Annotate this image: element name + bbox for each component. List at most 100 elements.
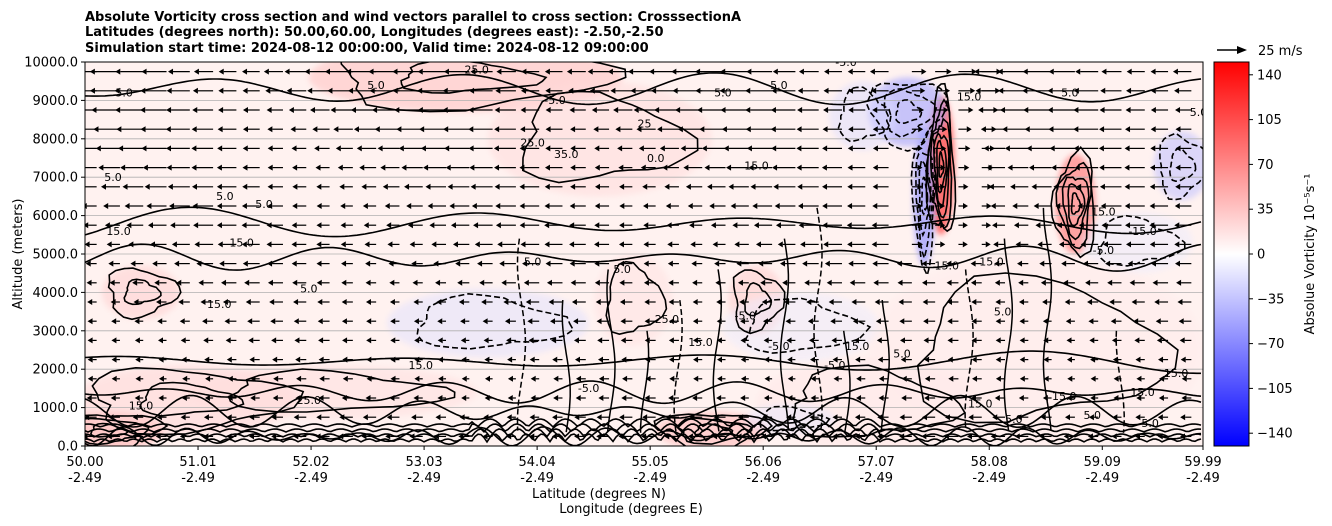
wind-vector-head bbox=[1107, 279, 1113, 286]
wind-vector-head bbox=[1135, 356, 1141, 363]
wind-vector-head bbox=[546, 279, 552, 286]
wind-vector-head bbox=[442, 87, 448, 94]
wind-vector-head bbox=[622, 375, 628, 382]
wind-vector-head bbox=[292, 164, 298, 171]
wind-vector-head bbox=[292, 203, 298, 209]
wind-vector-head bbox=[664, 433, 670, 440]
wind-vector-head bbox=[241, 203, 247, 209]
wind-vector-head bbox=[847, 145, 853, 152]
wind-vector-head bbox=[1065, 414, 1071, 421]
wind-vector-head bbox=[771, 145, 777, 152]
colorbar-tick-label: 0 bbox=[1257, 248, 1265, 263]
wind-vector-head bbox=[1149, 183, 1155, 190]
wind-vector-head bbox=[437, 337, 443, 344]
wind-vector-head bbox=[386, 414, 392, 421]
wind-vector-head bbox=[149, 241, 155, 248]
wind-vector-head bbox=[848, 126, 854, 133]
wind-vector-head bbox=[404, 183, 410, 190]
wind-vector-head bbox=[178, 299, 184, 305]
wind-vector-head bbox=[946, 279, 952, 286]
contour-lines bbox=[85, 62, 1203, 446]
positive-contour bbox=[916, 272, 1179, 424]
wind-vector-head bbox=[645, 356, 651, 363]
wind-vector-head bbox=[273, 375, 279, 382]
x-tick-label-latitude: 56.06 bbox=[745, 455, 782, 470]
x-tick-label-latitude: 59.09 bbox=[1084, 455, 1121, 470]
wind-vector-head bbox=[484, 356, 490, 363]
contour-label: 15.0 bbox=[1130, 386, 1155, 399]
wind-vector-head bbox=[854, 337, 860, 344]
wind-vector-head bbox=[468, 107, 474, 113]
wind-vector-head bbox=[1073, 87, 1079, 94]
wind-vector-head bbox=[992, 414, 998, 421]
wind-vector-head bbox=[877, 414, 883, 421]
wind-vector-head bbox=[594, 164, 600, 171]
wind-vector-head bbox=[832, 414, 838, 421]
wind-vector-head bbox=[753, 222, 759, 229]
wind-vector-head bbox=[919, 107, 925, 113]
wind-vector-head bbox=[553, 375, 559, 382]
wind-vector-head bbox=[642, 414, 648, 421]
wind-vector-head bbox=[962, 222, 968, 229]
wind-vector-head bbox=[98, 164, 104, 171]
wind-vector-head bbox=[435, 279, 441, 286]
wind-vector-head bbox=[166, 164, 172, 171]
wind-vector-head bbox=[777, 241, 783, 248]
wind-vector-head bbox=[132, 414, 138, 421]
wind-vector-head bbox=[1040, 414, 1046, 421]
x-tick-label-latitude: 50.00 bbox=[66, 455, 103, 470]
contour-label: 15.0 bbox=[688, 336, 713, 349]
wind-vector-head bbox=[356, 145, 362, 152]
wind-vector-head bbox=[995, 375, 1001, 382]
wind-vector-head bbox=[108, 414, 114, 421]
x-tick-label-longitude: -2.49 bbox=[407, 471, 441, 486]
wind-vector-head bbox=[1180, 356, 1186, 363]
wind-vector-head bbox=[946, 68, 952, 75]
negative-contour bbox=[837, 86, 892, 143]
wind-vector-head bbox=[619, 183, 625, 190]
wind-vector-head bbox=[593, 126, 599, 133]
wind-vector-head bbox=[423, 164, 429, 171]
wind-vector-head bbox=[155, 433, 161, 440]
wind-vector-head bbox=[242, 145, 248, 152]
wind-vector-head bbox=[243, 126, 249, 133]
wind-vector-head bbox=[717, 356, 723, 363]
wind-vector-head bbox=[680, 145, 686, 152]
wind-vector-head bbox=[704, 164, 710, 171]
wind-vector-head bbox=[763, 337, 769, 344]
x-axis-label-longitude: Longitude (degrees E) bbox=[559, 502, 703, 517]
wind-vector-head bbox=[87, 356, 93, 363]
wind-vector-head bbox=[848, 87, 854, 94]
wind-vector-head bbox=[595, 299, 601, 305]
wind-vector-head bbox=[361, 183, 367, 190]
wind-vector-head bbox=[307, 87, 313, 94]
wind-vector-head bbox=[316, 241, 322, 248]
wind-vector-head bbox=[784, 299, 790, 305]
wind-vector-head bbox=[798, 222, 804, 229]
wind-vector-head bbox=[458, 433, 464, 440]
wind-vector-head bbox=[460, 337, 466, 344]
x-tick-label-longitude: -2.49 bbox=[68, 471, 102, 486]
x-tick-label-longitude: -2.49 bbox=[1186, 471, 1220, 486]
wind-vector-head bbox=[481, 299, 487, 305]
contour-label: 5.0 bbox=[1190, 106, 1208, 119]
contour-label: 15.0 bbox=[957, 90, 982, 103]
wind-vector-head bbox=[569, 260, 575, 267]
wind-vector-head bbox=[166, 145, 172, 152]
wind-vector-head bbox=[171, 241, 177, 248]
wind-vector-head bbox=[994, 279, 1000, 286]
wind-vector-head bbox=[570, 279, 576, 286]
wind-vector-head bbox=[595, 183, 601, 190]
wind-vector-head bbox=[437, 395, 443, 401]
negative-contour bbox=[918, 158, 932, 238]
wind-vector-head bbox=[242, 87, 248, 94]
wind-vector-head bbox=[363, 222, 369, 229]
y-tick-label: 10000.0 bbox=[24, 56, 78, 71]
wind-vector-head bbox=[1022, 68, 1028, 75]
wind-vector-head bbox=[1090, 375, 1096, 382]
wind-vector-head bbox=[1077, 203, 1083, 209]
wind-vector-head bbox=[589, 87, 595, 94]
wind-vector-head bbox=[1055, 203, 1061, 209]
wind-vector-head bbox=[156, 414, 162, 421]
wind-vector-head bbox=[316, 203, 322, 209]
